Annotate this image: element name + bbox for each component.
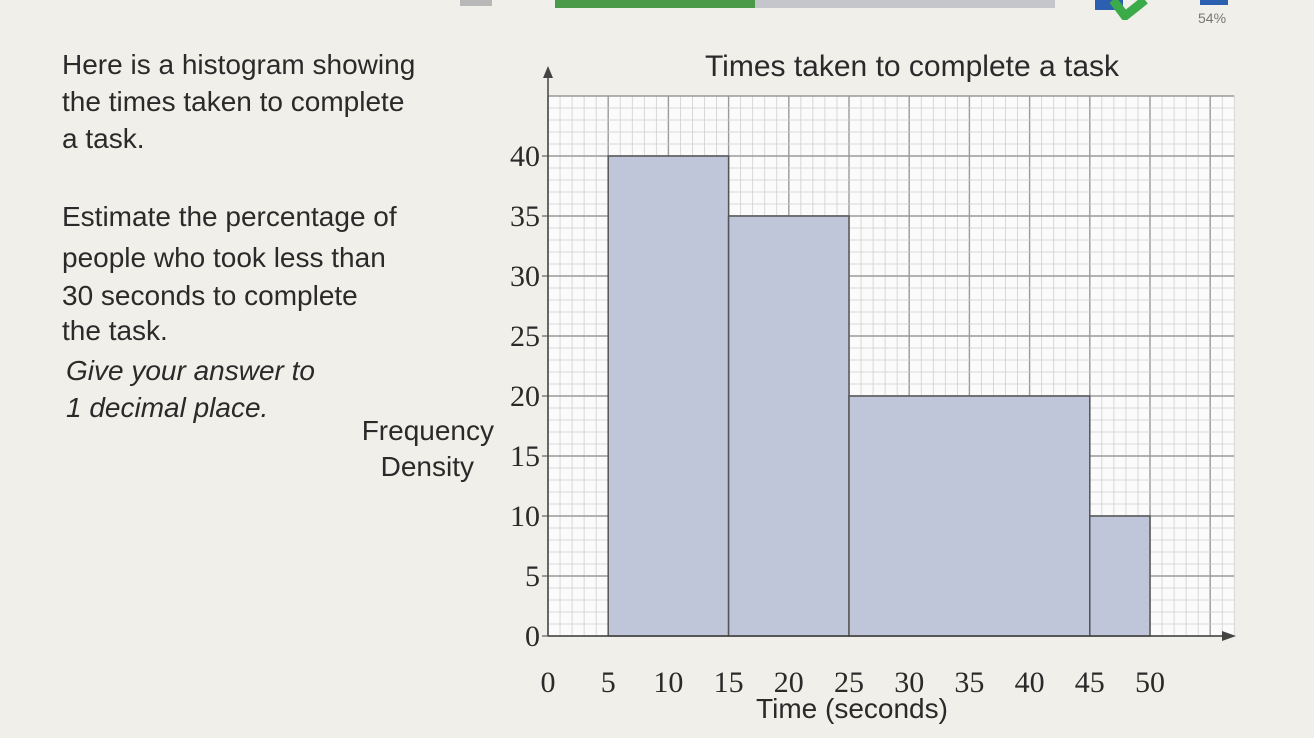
question-text: Here is a histogram showing: [62, 49, 416, 80]
instruction-text: 1 decimal place.: [66, 392, 269, 423]
score-bar: [1200, 0, 1228, 5]
question-text: a task.: [62, 123, 145, 154]
x-tick-label: 30: [894, 666, 924, 699]
y-tick-label: 25: [510, 320, 540, 353]
y-tick-label: 40: [510, 140, 540, 173]
progress-fill: [555, 0, 755, 8]
y-tick-label: 30: [510, 260, 540, 293]
histogram-bar: [1089, 515, 1151, 637]
x-axis-arrow-icon: [1222, 631, 1236, 641]
y-tick-label: 15: [510, 440, 540, 473]
x-tick-label: 0: [541, 666, 556, 699]
question-text: Estimate the percentage of: [62, 201, 397, 232]
question-text: the times taken to complete: [62, 86, 405, 117]
x-tick-label: 10: [653, 666, 683, 699]
y-axis-arrow-icon: [543, 66, 553, 78]
y-tick-label: 10: [510, 500, 540, 533]
question-text: people who took less than: [62, 242, 386, 273]
y-tick-label: 20: [510, 380, 540, 413]
score-label: 54%: [1198, 10, 1227, 26]
x-tick-label: 40: [1015, 666, 1045, 699]
y-axis-label: Frequency: [362, 415, 494, 446]
x-tick-label: 25: [834, 666, 864, 699]
x-tick-label: 45: [1075, 666, 1105, 699]
histogram-bar: [848, 395, 1091, 637]
y-tick-label: 0: [525, 620, 540, 653]
y-tick-label: 35: [510, 200, 540, 233]
instruction-text: Give your answer to: [66, 355, 315, 386]
x-tick-label: 35: [954, 666, 984, 699]
x-tick-label: 50: [1135, 666, 1165, 699]
nav-bar-fragment: [460, 0, 492, 6]
question-text: the task.: [62, 315, 168, 346]
y-axis-label: Density: [381, 451, 474, 482]
x-tick-label: 20: [774, 666, 804, 699]
x-axis-label: Time (seconds): [756, 693, 948, 724]
y-tick-label: 5: [525, 560, 540, 593]
question-text: 30 seconds to complete: [62, 280, 358, 311]
chart-title: Times taken to complete a task: [705, 50, 1120, 83]
check-icon: [1095, 0, 1148, 20]
histogram-bar: [607, 155, 730, 637]
progress-bar: [555, 0, 1055, 8]
x-tick-label: 5: [601, 666, 616, 699]
histogram-bar: [727, 215, 850, 637]
x-tick-label: 15: [714, 666, 744, 699]
